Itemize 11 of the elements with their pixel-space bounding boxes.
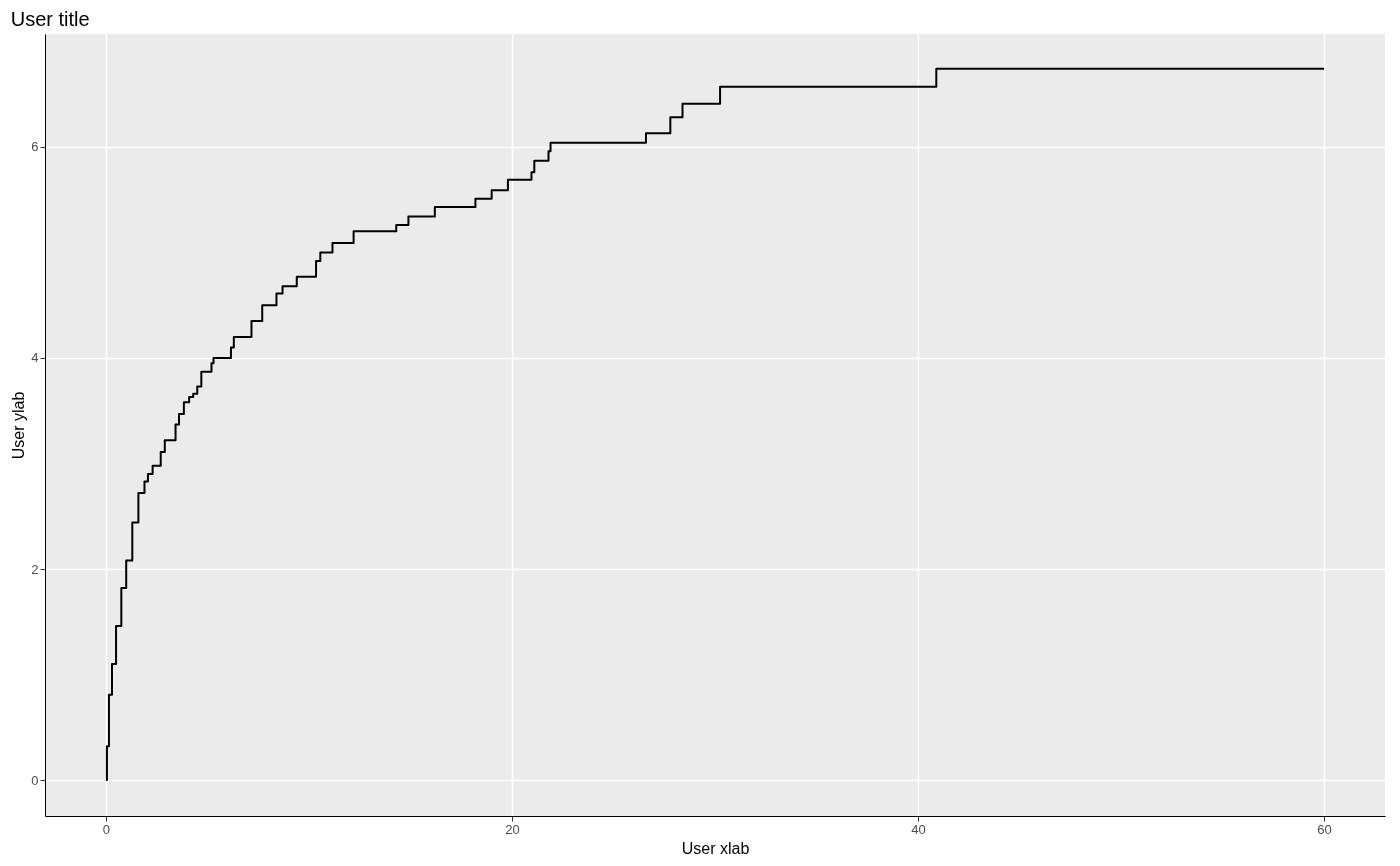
x-tick-label: 60 <box>1317 821 1332 837</box>
y-axis-title: User ylab <box>10 391 28 460</box>
y-tick-label: 0 <box>31 772 39 788</box>
x-tick-label: 40 <box>911 821 926 837</box>
x-axis-title: User xlab <box>681 839 750 857</box>
y-tick-label: 2 <box>31 561 39 577</box>
y-tick-label: 6 <box>31 139 39 155</box>
x-tick-label: 0 <box>102 821 111 837</box>
x-tick-label: 20 <box>505 821 520 837</box>
y-tick-label: 4 <box>31 350 39 366</box>
chart-title: User title <box>10 8 90 30</box>
